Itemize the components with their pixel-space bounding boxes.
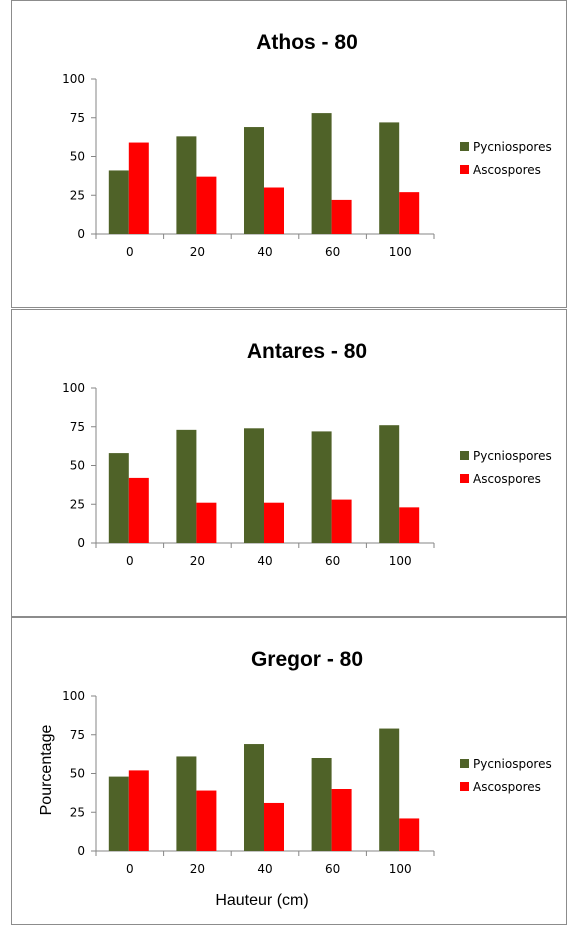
bar-pycniospores-100 [379, 122, 400, 234]
y-tick-label: 25 [70, 497, 85, 511]
chart-panel-antares: Antares - 80 0 25 50 75 100 0 20 40 60 100 Pycniosp… [11, 309, 567, 617]
legend-label-pycniospores: Pycniospores [473, 757, 552, 771]
bar-ascospores-60 [331, 199, 352, 234]
bar-pycniospores-20 [176, 429, 197, 543]
bar-ascospores-0 [128, 142, 149, 234]
legend-label-ascospores: Ascospores [473, 780, 541, 794]
y-tick-label: 50 [70, 459, 85, 473]
bar-pycniospores-0 [108, 453, 129, 543]
legend-swatch-pycniospores [460, 759, 469, 768]
bar-ascospores-0 [128, 477, 149, 543]
chart-title: Athos - 80 [256, 31, 358, 54]
bar-ascospores-60 [331, 499, 352, 543]
bar-ascospores-40 [264, 187, 284, 234]
legend-label-ascospores: Ascospores [473, 472, 541, 486]
y-tick-label: 50 [70, 150, 85, 164]
bar-ascospores-20 [196, 176, 217, 234]
y-tick-label: 50 [70, 767, 85, 781]
legend-swatch-ascospores [460, 165, 469, 174]
y-tick-label: 100 [62, 72, 85, 86]
legend-label-ascospores: Ascospores [473, 163, 541, 177]
bar-ascospores-100 [399, 507, 420, 543]
x-tick-label: 20 [190, 554, 205, 568]
bar-pycniospores-40 [244, 127, 264, 234]
legend-label-pycniospores: Pycniospores [473, 140, 552, 154]
bar-pycniospores-100 [379, 425, 400, 543]
y-tick-label: 75 [70, 420, 85, 434]
bar-ascospores-20 [196, 790, 217, 851]
x-tick-label: 40 [257, 245, 272, 259]
x-tick-label: 40 [257, 554, 272, 568]
chart-antares: Antares - 80 0 25 50 75 100 0 20 40 60 100 Pycniosp… [62, 340, 552, 568]
legend-swatch-pycniospores [460, 142, 469, 151]
chart-panel-athos: Athos - 80 0 25 50 75 100 0 20 40 60 100 Pycniospor… [11, 0, 567, 308]
x-tick-label: 0 [126, 554, 134, 568]
bar-ascospores-0 [128, 770, 149, 851]
x-tick-label: 0 [126, 862, 134, 876]
bar-pycniospores-20 [176, 136, 197, 234]
chart-title: Antares - 80 [247, 340, 367, 363]
x-tick-label: 20 [190, 245, 205, 259]
x-tick-label: 20 [190, 862, 205, 876]
x-tick-label: 60 [325, 245, 340, 259]
bar-pycniospores-60 [311, 113, 332, 234]
y-axis-label: Pourcentage [38, 724, 55, 816]
chart-gregor: Gregor - 80 0 25 50 75 100 0 20 40 60 100 Pycniospo… [62, 648, 552, 876]
legend-swatch-ascospores [460, 474, 469, 483]
x-tick-label: 100 [389, 245, 412, 259]
bar-pycniospores-100 [379, 728, 400, 851]
x-tick-label: 100 [389, 862, 412, 876]
y-tick-label: 75 [70, 111, 85, 125]
y-tick-label: 75 [70, 728, 85, 742]
bar-ascospores-100 [399, 818, 420, 851]
y-tick-label: 25 [70, 805, 85, 819]
legend-label-pycniospores: Pycniospores [473, 449, 552, 463]
chart-title: Gregor - 80 [251, 648, 363, 671]
x-tick-label: 0 [126, 245, 134, 259]
legend-swatch-ascospores [460, 782, 469, 791]
bar-ascospores-20 [196, 502, 217, 543]
bar-pycniospores-0 [108, 170, 129, 234]
bar-pycniospores-40 [244, 428, 264, 543]
bar-pycniospores-40 [244, 744, 264, 851]
legend-swatch-pycniospores [460, 451, 469, 460]
y-tick-label: 0 [77, 536, 85, 550]
x-tick-label: 100 [389, 554, 412, 568]
bar-pycniospores-60 [311, 758, 332, 851]
bar-ascospores-40 [264, 502, 284, 543]
chart-athos: Athos - 80 0 25 50 75 100 0 20 40 60 100 Pycniospor… [62, 31, 552, 259]
y-tick-label: 100 [62, 381, 85, 395]
y-tick-label: 100 [62, 689, 85, 703]
bar-pycniospores-0 [108, 776, 129, 851]
x-tick-label: 60 [325, 554, 340, 568]
y-tick-label: 25 [70, 188, 85, 202]
x-tick-label: 60 [325, 862, 340, 876]
x-axis-label: Hauteur (cm) [215, 892, 309, 909]
bar-pycniospores-20 [176, 756, 197, 851]
x-tick-label: 40 [257, 862, 272, 876]
bar-ascospores-60 [331, 789, 352, 851]
chart-panel-gregor: Gregor - 80 0 25 50 75 100 0 20 40 60 100 Pycniospo… [11, 617, 567, 925]
y-tick-label: 0 [77, 844, 85, 858]
bar-ascospores-40 [264, 802, 284, 851]
y-tick-label: 0 [77, 227, 85, 241]
bar-pycniospores-60 [311, 431, 332, 543]
bar-ascospores-100 [399, 192, 420, 234]
